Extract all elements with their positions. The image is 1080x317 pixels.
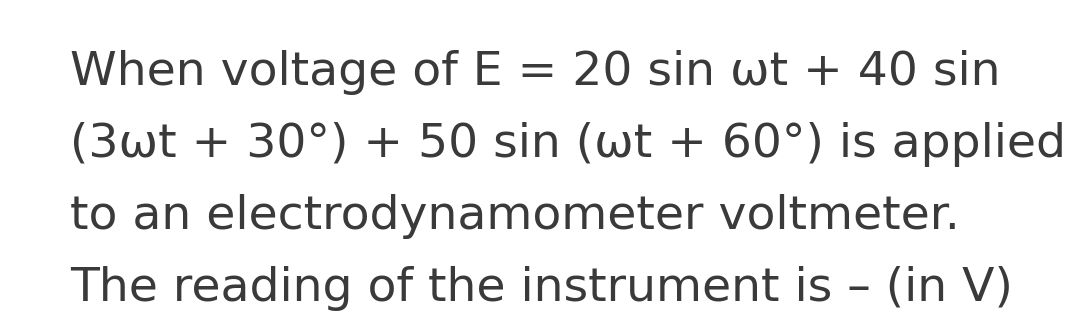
Text: (3ωt + 30°) + 50 sin (ωt + 60°) is applied: (3ωt + 30°) + 50 sin (ωt + 60°) is appli… [70, 122, 1066, 167]
Text: to an electrodynamometer voltmeter.: to an electrodynamometer voltmeter. [70, 194, 960, 239]
Text: The reading of the instrument is – (in V): The reading of the instrument is – (in V… [70, 266, 1013, 311]
Text: When voltage of E = 20 sin ωt + 40 sin: When voltage of E = 20 sin ωt + 40 sin [70, 50, 1000, 95]
